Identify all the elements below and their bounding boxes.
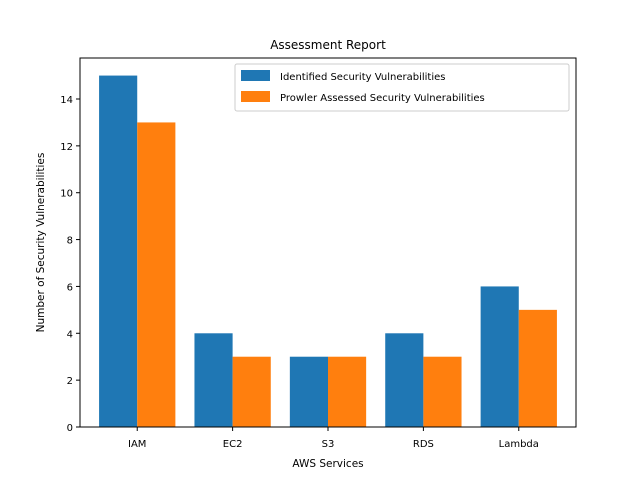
legend: Identified Security Vulnerabilities Prow… <box>234 63 570 112</box>
bar-rds-series-1 <box>385 333 424 427</box>
y-axis-label: Number of Security Vulnerabilities <box>35 153 47 333</box>
bars-group <box>99 75 557 428</box>
x-tick-label: S3 <box>322 439 335 450</box>
bar-iam-series-1 <box>99 75 138 427</box>
bar-lambda-series-1 <box>480 286 519 427</box>
bar-iam-series-2 <box>137 122 176 428</box>
x-axis: IAM EC2 S3 RDS Lambda <box>128 427 539 450</box>
y-tick-label: 0 <box>67 423 73 434</box>
chart-title: Assessment Report <box>270 38 386 52</box>
legend-label-identified: Identified Security Vulnerabilities <box>280 72 445 83</box>
legend-swatch-identified <box>241 70 270 81</box>
bar-s3-series-1 <box>289 356 328 427</box>
bar-s3-series-2 <box>328 356 367 427</box>
bar-lambda-series-2 <box>518 309 557 427</box>
bar-rds-series-2 <box>423 356 462 427</box>
y-tick-label: 12 <box>60 142 73 153</box>
x-tick-label: Lambda <box>499 439 539 450</box>
legend-frame <box>234 63 570 112</box>
bar-ec2-series-1 <box>194 333 233 427</box>
y-tick-label: 8 <box>67 236 73 247</box>
x-tick-label: RDS <box>413 439 434 450</box>
legend-label-prowler: Prowler Assessed Security Vulnerabilitie… <box>280 93 485 104</box>
y-tick-label: 6 <box>67 282 73 293</box>
y-tick-label: 2 <box>67 376 73 387</box>
y-axis: 0 2 4 6 8 10 12 14 <box>60 95 80 434</box>
y-tick-label: 14 <box>60 95 73 106</box>
x-tick-label: EC2 <box>223 439 243 450</box>
legend-swatch-prowler <box>241 91 270 102</box>
bar-ec2-series-2 <box>232 356 271 427</box>
x-tick-label: IAM <box>128 439 146 450</box>
x-axis-label: AWS Services <box>292 458 363 470</box>
y-tick-label: 10 <box>60 189 73 200</box>
y-tick-label: 4 <box>67 329 73 340</box>
